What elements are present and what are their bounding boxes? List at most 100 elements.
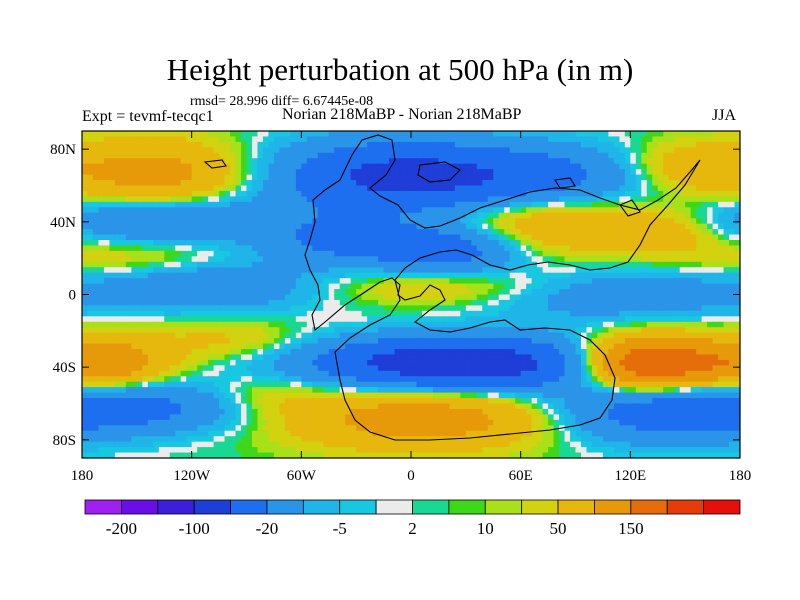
- field-cell: [323, 272, 330, 279]
- field-cell: [153, 261, 160, 268]
- field-cell: [334, 343, 341, 350]
- field-cell: [635, 245, 642, 252]
- field-cell: [531, 349, 538, 356]
- field-cell: [378, 147, 385, 154]
- field-cell: [389, 234, 396, 241]
- field-cell: [246, 218, 253, 225]
- field-cell: [202, 272, 209, 279]
- field-cell: [400, 289, 407, 296]
- field-cell: [586, 163, 593, 170]
- field-cell: [454, 245, 461, 252]
- field-cell: [624, 190, 631, 197]
- field-cell: [548, 212, 555, 219]
- field-cell: [701, 190, 708, 197]
- field-cell: [109, 310, 116, 317]
- field-cell: [641, 207, 648, 214]
- field-cell: [82, 212, 89, 219]
- field-cell: [602, 343, 609, 350]
- field-cell: [273, 218, 280, 225]
- field-cell: [257, 147, 264, 154]
- field-cell: [718, 147, 725, 154]
- field-cell: [718, 349, 725, 356]
- field-cell: [295, 229, 302, 236]
- field-cell: [180, 321, 187, 328]
- field-cell: [306, 245, 313, 252]
- field-cell: [114, 131, 121, 138]
- field-cell: [383, 327, 390, 334]
- field-cell: [504, 185, 511, 192]
- field-cell: [696, 349, 703, 356]
- field-cell: [202, 289, 209, 296]
- field-cell: [526, 196, 533, 203]
- field-cell: [685, 136, 692, 143]
- field-cell: [82, 223, 89, 230]
- field-cell: [416, 185, 423, 192]
- field-cell: [449, 338, 456, 345]
- field-cell: [262, 354, 270, 361]
- field-cell: [251, 201, 259, 208]
- field-cell: [504, 131, 511, 138]
- field-cell: [580, 310, 588, 317]
- field-cell: [454, 256, 461, 263]
- field-cell: [290, 207, 297, 214]
- field-cell: [608, 201, 615, 208]
- field-cell: [679, 343, 686, 350]
- field-cell: [542, 141, 549, 148]
- field-cell: [712, 283, 719, 290]
- field-cell: [208, 332, 215, 339]
- field-cell: [213, 289, 220, 296]
- field-cell: [251, 240, 259, 247]
- field-cell: [284, 310, 291, 317]
- field-cell: [635, 278, 642, 285]
- field-cell: [356, 163, 363, 170]
- field-cell: [82, 267, 89, 274]
- field-cell: [356, 131, 363, 138]
- field-cell: [103, 163, 111, 170]
- field-cell: [306, 212, 313, 219]
- field-cell: [591, 240, 599, 247]
- field-cell: [498, 180, 505, 187]
- field-cell: [367, 190, 374, 197]
- field-cell: [526, 321, 533, 328]
- field-cell: [378, 136, 385, 143]
- field-cell: [416, 180, 423, 187]
- field-cell: [164, 201, 171, 208]
- field-cell: [729, 190, 736, 197]
- field-cell: [734, 343, 740, 350]
- field-cell: [685, 267, 692, 274]
- field-cell: [372, 207, 379, 214]
- field-cell: [482, 261, 489, 268]
- field-cell: [230, 283, 237, 290]
- field-cell: [405, 327, 412, 334]
- field-cell: [328, 190, 335, 197]
- field-cell: [657, 261, 664, 268]
- field-cell: [109, 185, 116, 192]
- field-cell: [394, 223, 401, 230]
- field-cell: [421, 256, 429, 263]
- field-cell: [114, 316, 121, 323]
- field-cell: [350, 147, 357, 154]
- field-cell: [471, 180, 478, 187]
- field-cell: [685, 310, 692, 317]
- field-cell: [328, 141, 335, 148]
- field-cell: [421, 158, 429, 165]
- field-cell: [449, 327, 456, 334]
- field-cell: [372, 169, 379, 176]
- field-cell: [580, 272, 588, 279]
- field-cell: [663, 234, 670, 241]
- field-cell: [82, 163, 89, 170]
- field-cell: [312, 169, 319, 176]
- field-cell: [147, 338, 154, 345]
- field-cell: [142, 158, 149, 165]
- field-cell: [608, 234, 615, 241]
- field-cell: [619, 240, 626, 247]
- field-cell: [345, 218, 352, 225]
- field-cell: [476, 169, 483, 176]
- field-cell: [383, 158, 390, 165]
- field-cell: [498, 190, 505, 197]
- field-cell: [493, 305, 500, 312]
- field-cell: [87, 185, 94, 192]
- field-cell: [158, 174, 165, 181]
- field-cell: [712, 180, 719, 187]
- field-cell: [515, 136, 522, 143]
